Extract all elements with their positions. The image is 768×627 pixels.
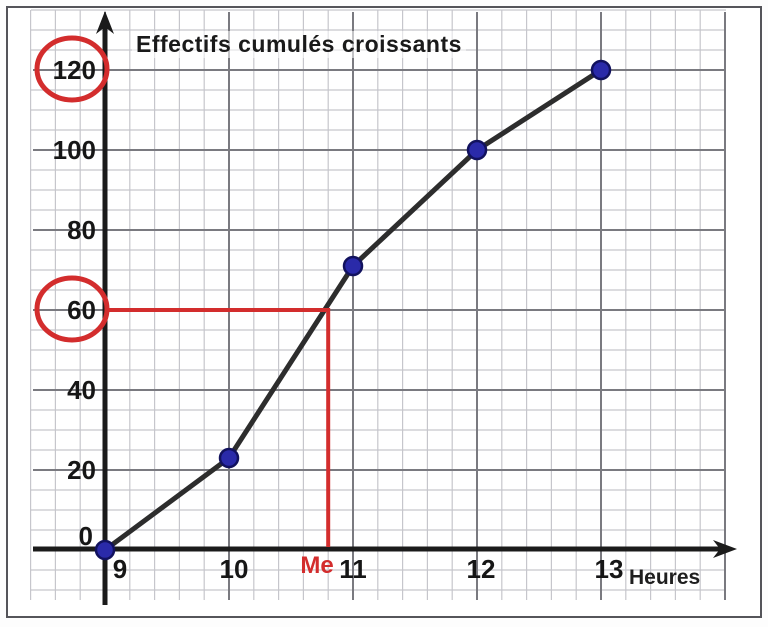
median-construction-line xyxy=(108,308,331,547)
y-tick-label: 40 xyxy=(67,375,96,405)
y-tick-label: 100 xyxy=(53,135,96,165)
chart-title: Effectifs cumulés croissants xyxy=(132,31,466,59)
y-tick-label: 20 xyxy=(67,455,96,485)
data-point xyxy=(590,59,612,81)
circle-annotation-120 xyxy=(34,35,110,103)
x-tick-label: 13 xyxy=(595,554,624,584)
median-label: Me xyxy=(300,552,334,579)
x-axis-arrowhead-icon xyxy=(713,540,737,558)
x-tick-label: 10 xyxy=(220,554,249,584)
y-tick-label: 60 xyxy=(67,295,96,325)
data-point xyxy=(218,447,240,469)
data-point xyxy=(94,539,116,561)
x-tick-label: 9 xyxy=(113,554,127,584)
data-point xyxy=(342,255,364,277)
y-tick-label: 80 xyxy=(67,215,96,245)
x-axis-title: Heures xyxy=(629,566,701,589)
y-tick-label: 120 xyxy=(53,55,96,85)
x-tick-label: 12 xyxy=(467,554,496,584)
y-axis-arrowhead-icon xyxy=(96,11,114,34)
x-tick-label: 11 xyxy=(339,554,367,584)
circle-annotation-60 xyxy=(34,275,110,343)
data-point xyxy=(466,139,488,161)
y-tick-label: 0 xyxy=(79,521,93,551)
